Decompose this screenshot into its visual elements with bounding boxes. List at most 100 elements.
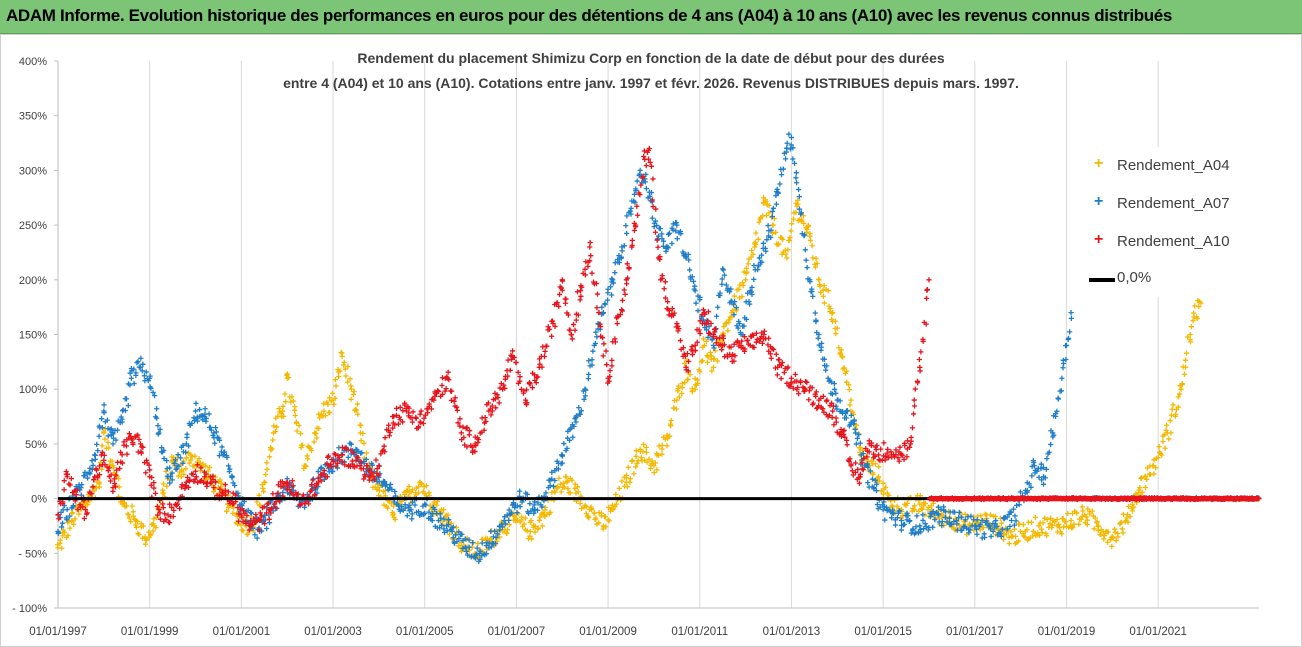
- point-rendement-a10: [68, 475, 74, 482]
- point-rendement-a04: [288, 399, 294, 405]
- point-rendement-a10: [705, 318, 711, 324]
- point-rendement-a04: [343, 373, 349, 379]
- point-rendement-a10: [202, 474, 208, 480]
- point-rendement-a04: [1131, 504, 1137, 510]
- point-rendement-a07: [549, 476, 555, 482]
- point-rendement-a04: [858, 445, 864, 451]
- point-rendement-a10: [536, 364, 542, 370]
- point-rendement-a10: [750, 332, 757, 338]
- point-rendement-a10: [896, 458, 902, 464]
- point-rendement-a04: [207, 464, 213, 471]
- point-rendement-a07: [101, 408, 107, 414]
- point-rendement-a07: [78, 485, 84, 491]
- point-rendement-a04: [263, 471, 269, 478]
- point-rendement-a10: [217, 486, 223, 492]
- point-rendement-a04: [709, 368, 715, 374]
- point-rendement-a10: [333, 463, 339, 469]
- point-rendement-a07: [678, 231, 684, 237]
- point-rendement-a04: [1109, 543, 1115, 549]
- point-rendement-a07: [398, 503, 405, 510]
- point-rendement-a04: [769, 214, 775, 220]
- point-rendement-a07: [610, 280, 616, 286]
- point-rendement-a07: [784, 145, 790, 152]
- point-rendement-a04: [736, 286, 742, 292]
- point-rendement-a04: [188, 452, 194, 458]
- point-rendement-a07: [1022, 490, 1028, 496]
- point-rendement-a10: [309, 481, 315, 488]
- point-rendement-a10: [74, 487, 80, 493]
- point-rendement-a07: [483, 551, 490, 557]
- point-rendement-a10: [631, 227, 637, 234]
- point-rendement-a04: [1168, 412, 1175, 418]
- point-rendement-a07: [848, 419, 854, 425]
- point-rendement-a07: [55, 528, 61, 535]
- point-rendement-a10: [92, 474, 98, 480]
- point-rendement-a10: [842, 434, 848, 440]
- point-rendement-a07: [777, 181, 783, 187]
- point-rendement-a04: [634, 460, 640, 467]
- point-rendement-a07: [531, 502, 537, 508]
- point-rendement-a04: [878, 488, 884, 494]
- point-rendement-a07: [824, 363, 830, 369]
- point-rendement-a07: [573, 413, 580, 419]
- point-rendement-a07: [628, 205, 634, 211]
- legend-marker-a10: +: [1094, 231, 1104, 248]
- point-rendement-a07: [143, 369, 149, 375]
- point-rendement-a04: [126, 515, 132, 521]
- point-rendement-a10: [208, 474, 214, 480]
- point-rendement-a10: [524, 400, 530, 406]
- point-rendement-a04: [188, 457, 194, 463]
- point-rendement-a04: [1049, 522, 1055, 528]
- point-rendement-a04: [448, 520, 454, 526]
- point-rendement-a07: [167, 465, 173, 471]
- point-rendement-a10: [261, 504, 267, 510]
- point-rendement-a10: [55, 512, 61, 518]
- point-rendement-a10: [475, 436, 482, 443]
- point-rendement-a04: [829, 310, 835, 316]
- point-rendement-a04: [647, 465, 654, 472]
- point-rendement-a04: [569, 477, 575, 483]
- point-rendement-a07: [573, 419, 579, 425]
- point-rendement-a10: [505, 373, 511, 379]
- point-rendement-a10: [495, 394, 501, 401]
- point-rendement-a07: [612, 269, 618, 276]
- point-rendement-a04: [1163, 427, 1169, 433]
- point-rendement-a04: [521, 521, 527, 527]
- point-rendement-a07: [979, 517, 985, 523]
- point-rendement-a07: [141, 373, 147, 379]
- point-rendement-a07: [746, 298, 752, 305]
- point-rendement-a10: [185, 484, 192, 490]
- point-rendement-a10: [615, 314, 621, 320]
- point-rendement-a10: [169, 504, 175, 511]
- point-rendement-a07: [763, 248, 769, 254]
- point-rendement-a04: [271, 423, 277, 429]
- point-rendement-a07: [539, 504, 545, 510]
- point-rendement-a04: [834, 325, 840, 331]
- point-rendement-a04: [1068, 517, 1074, 524]
- point-rendement-a07: [262, 517, 268, 523]
- point-rendement-a07: [156, 430, 162, 436]
- point-rendement-a10: [167, 520, 173, 526]
- point-rendement-a04: [922, 500, 928, 507]
- point-rendement-a10: [701, 310, 707, 316]
- point-rendement-a10: [697, 330, 703, 337]
- point-rendement-a10: [344, 446, 350, 452]
- point-rendement-a10: [436, 388, 442, 395]
- point-rendement-a10: [662, 295, 669, 301]
- point-rendement-a07: [674, 236, 680, 242]
- point-rendement-a10: [587, 258, 593, 264]
- point-rendement-a04: [1160, 439, 1166, 445]
- point-rendement-a07: [692, 288, 698, 294]
- point-rendement-a10: [544, 343, 550, 349]
- point-rendement-a04: [1159, 452, 1165, 458]
- point-rendement-a10: [731, 358, 737, 364]
- point-rendement-a07: [953, 517, 960, 524]
- point-rendement-a07: [89, 458, 95, 464]
- point-rendement-a04: [687, 372, 693, 378]
- point-rendement-a10: [689, 343, 695, 350]
- point-rendement-a04: [240, 528, 246, 534]
- point-rendement-a07: [561, 440, 567, 447]
- point-rendement-a04: [445, 512, 451, 518]
- point-rendement-a10: [546, 326, 553, 332]
- point-rendement-a07: [576, 411, 583, 417]
